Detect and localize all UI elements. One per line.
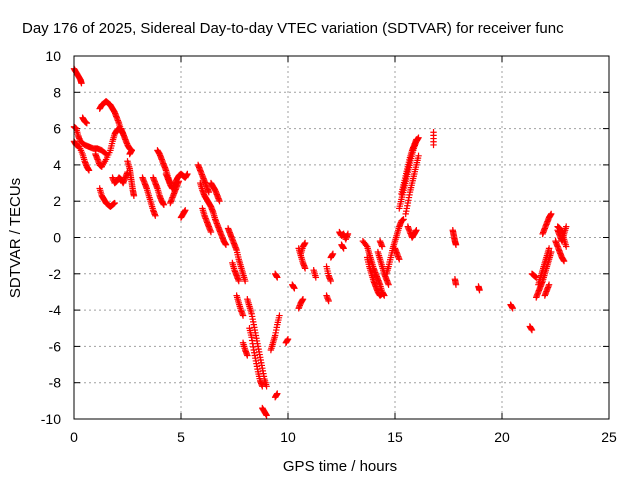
- data-point: [545, 281, 553, 288]
- y-tick-label: -10: [41, 411, 61, 427]
- data-point: [545, 245, 553, 252]
- data-point: [299, 296, 307, 303]
- x-tick-label: 20: [494, 429, 510, 445]
- data-point: [175, 178, 183, 185]
- y-tick-label: -6: [49, 338, 62, 354]
- data-point: [413, 227, 420, 234]
- x-tick-label: 5: [177, 429, 185, 445]
- grid-lines: [74, 56, 609, 419]
- data-point: [78, 80, 85, 87]
- data-point: [385, 281, 392, 288]
- x-tick-label: 0: [70, 429, 78, 445]
- y-tick-label: 8: [53, 84, 61, 100]
- x-tick-label: 25: [601, 429, 617, 445]
- data-point: [329, 250, 337, 258]
- data-point: [344, 230, 352, 238]
- data-point: [378, 290, 386, 297]
- data-point: [452, 241, 460, 248]
- data-point: [291, 285, 298, 292]
- data-point: [563, 223, 570, 230]
- data-point: [301, 239, 309, 247]
- data-point: [128, 147, 135, 154]
- y-tick-label: 6: [53, 121, 61, 137]
- y-tick-label: 10: [45, 48, 61, 64]
- chart-title: Day 176 of 2025, Sidereal Day-to-day VTE…: [22, 20, 564, 37]
- data-point: [263, 412, 270, 419]
- data-point: [413, 136, 420, 143]
- data-point: [509, 305, 516, 312]
- data-point: [452, 281, 460, 288]
- data-point: [327, 277, 334, 285]
- y-tick-label: 4: [53, 157, 61, 173]
- data-point: [259, 383, 266, 390]
- data-point: [239, 312, 247, 319]
- y-axis-label: SDTVAR / TECUs: [7, 178, 24, 298]
- data-point: [120, 130, 127, 138]
- data-point: [378, 243, 386, 250]
- data-point: [560, 257, 568, 265]
- data-point: [400, 216, 407, 223]
- data-point: [160, 201, 168, 209]
- y-tick-label: -8: [49, 375, 62, 391]
- data-point: [548, 210, 555, 218]
- x-axis-label: GPS time / hours: [283, 458, 397, 475]
- data-point: [152, 212, 159, 219]
- data-point: [235, 277, 242, 285]
- data-point: [415, 152, 422, 160]
- y-tick-label: 2: [53, 193, 61, 209]
- y-tick-label: 0: [53, 230, 61, 246]
- data-point: [216, 198, 223, 205]
- data-point: [528, 326, 536, 334]
- data-point: [396, 256, 403, 263]
- data-point: [182, 207, 189, 214]
- data-point: [130, 192, 138, 199]
- data-point: [111, 199, 118, 207]
- data-point: [284, 335, 292, 343]
- data-point: [207, 228, 215, 236]
- data-point: [83, 119, 91, 127]
- data-point: [301, 265, 309, 272]
- x-tick-label: 15: [387, 429, 403, 445]
- data-point: [476, 286, 483, 294]
- plot-frame: [73, 55, 610, 420]
- data-point: [274, 390, 281, 397]
- data-points: [70, 65, 570, 419]
- data-point: [85, 167, 93, 174]
- data-point: [430, 141, 437, 149]
- data-point: [276, 312, 283, 319]
- data-point: [312, 274, 320, 281]
- data-point: [274, 274, 281, 281]
- y-tick-label: -4: [49, 302, 62, 318]
- data-point: [184, 170, 191, 178]
- y-tick-label: -2: [49, 266, 62, 282]
- data-point: [242, 277, 249, 285]
- data-point: [244, 352, 251, 359]
- data-point: [325, 297, 332, 305]
- data-point: [222, 241, 230, 248]
- data-point: [340, 245, 347, 252]
- data-point: [205, 188, 213, 196]
- x-tick-label: 10: [280, 429, 296, 445]
- axis-ticks: 0 5 10 15 20 25 -10 -8 -6 -4 -2 0 2 4 6 8 10: [41, 48, 617, 445]
- data-point: [563, 243, 570, 250]
